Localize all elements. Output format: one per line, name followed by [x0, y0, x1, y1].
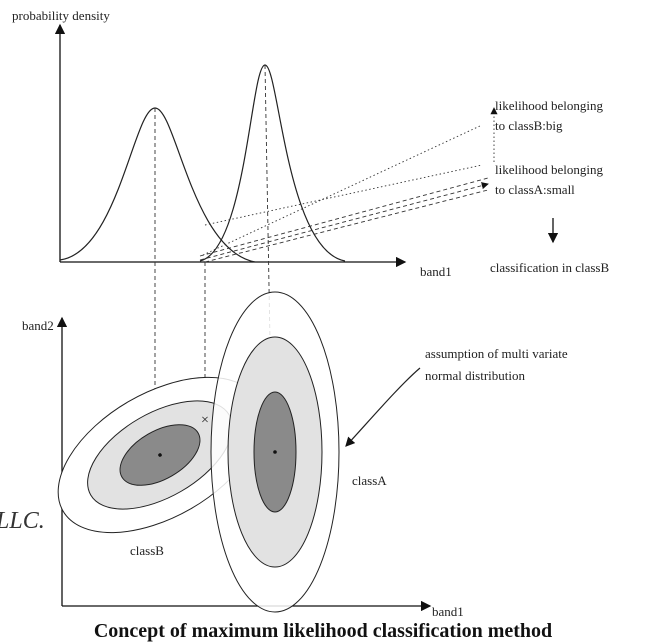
x-label: band1	[432, 604, 464, 619]
classB-curve	[59, 107, 256, 263]
dotted-line	[202, 124, 483, 256]
y-label: band2	[22, 318, 54, 333]
annotation: to classA:small	[495, 182, 575, 197]
caption: Concept of maximum likelihood classifica…	[94, 620, 552, 642]
classB-ellipses	[57, 376, 263, 534]
x-label: band1	[420, 264, 452, 279]
dotted-line	[204, 164, 483, 226]
dashed-line	[199, 177, 489, 257]
annotation: to classB:big	[495, 118, 563, 133]
annotation: classification in classB	[490, 260, 609, 275]
note: normal distribution	[425, 368, 526, 383]
sample-point: ×	[201, 413, 209, 428]
bottom-plot: × band2 band1 assumption of multi variat…	[22, 291, 568, 619]
class-label: classA	[352, 473, 387, 488]
dashed-line	[204, 189, 489, 263]
note: assumption of multi variate	[425, 346, 568, 361]
class-label: classB	[130, 543, 164, 558]
note-arrow	[345, 367, 421, 447]
annotation: likelihood belonging	[495, 162, 603, 177]
annotation: likelihood belonging	[495, 98, 603, 113]
watermark: LLC.	[0, 508, 45, 534]
classA-ellipses	[210, 291, 340, 613]
dashed-line	[199, 182, 489, 261]
y-label: probability density	[12, 8, 110, 23]
top-plot: probability density band1	[12, 8, 452, 279]
